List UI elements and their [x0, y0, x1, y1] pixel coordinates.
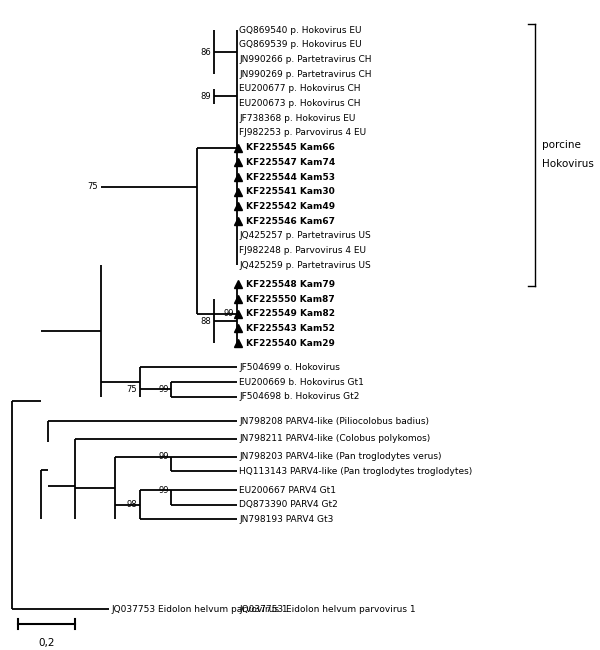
Text: JN798208 PARV4-like (Piliocolobus badius): JN798208 PARV4-like (Piliocolobus badius… [239, 417, 430, 426]
Text: 88: 88 [200, 317, 211, 326]
Text: 98: 98 [127, 500, 137, 509]
Text: KF225541 Kam30: KF225541 Kam30 [246, 187, 335, 196]
Text: GQ869539 p. Hokovirus EU: GQ869539 p. Hokovirus EU [239, 40, 362, 49]
Text: porcine: porcine [542, 140, 581, 150]
Text: 99: 99 [158, 385, 169, 394]
Text: KF225546 Kam67: KF225546 Kam67 [246, 216, 335, 226]
Text: 89: 89 [200, 92, 211, 101]
Text: KF225550 Kam87: KF225550 Kam87 [246, 294, 335, 304]
Text: KF225547 Kam74: KF225547 Kam74 [246, 158, 335, 167]
Text: JN990266 p. Partetravirus CH: JN990266 p. Partetravirus CH [239, 55, 372, 64]
Text: EU200669 b. Hokovirus Gt1: EU200669 b. Hokovirus Gt1 [239, 378, 364, 387]
Text: EU200677 p. Hokovirus CH: EU200677 p. Hokovirus CH [239, 84, 361, 94]
Text: Hokovirus: Hokovirus [542, 159, 594, 169]
Text: EU200673 p. Hokovirus CH: EU200673 p. Hokovirus CH [239, 99, 361, 108]
Text: 0,2: 0,2 [38, 638, 55, 648]
Text: KF225542 Kam49: KF225542 Kam49 [246, 202, 335, 211]
Text: KF225548 Kam79: KF225548 Kam79 [246, 280, 335, 289]
Text: 99: 99 [223, 309, 234, 318]
Text: JN798193 PARV4 Gt3: JN798193 PARV4 Gt3 [239, 515, 334, 524]
Text: DQ873390 PARV4 Gt2: DQ873390 PARV4 Gt2 [239, 500, 338, 509]
Text: EU200667 PARV4 Gt1: EU200667 PARV4 Gt1 [239, 486, 337, 495]
Text: KF225545 Kam66: KF225545 Kam66 [246, 143, 335, 152]
Text: JN798203 PARV4-like (Pan troglodytes verus): JN798203 PARV4-like (Pan troglodytes ver… [239, 452, 442, 462]
Text: JN990269 p. Partetravirus CH: JN990269 p. Partetravirus CH [239, 70, 372, 79]
Text: JF504698 b. Hokovirus Gt2: JF504698 b. Hokovirus Gt2 [239, 392, 360, 401]
Text: KF225540 Kam29: KF225540 Kam29 [246, 339, 335, 348]
Text: JN798211 PARV4-like (Colobus polykomos): JN798211 PARV4-like (Colobus polykomos) [239, 434, 431, 443]
Text: HQ113143 PARV4-like (Pan troglodytes troglodytes): HQ113143 PARV4-like (Pan troglodytes tro… [239, 467, 473, 476]
Text: 75: 75 [87, 182, 98, 191]
Text: JQ425259 p. Partetravirus US: JQ425259 p. Partetravirus US [239, 261, 371, 270]
Text: JF738368 p. Hokovirus EU: JF738368 p. Hokovirus EU [239, 114, 356, 123]
Text: 99: 99 [158, 452, 169, 462]
Text: JQ425257 p. Partetravirus US: JQ425257 p. Partetravirus US [239, 231, 371, 240]
Text: FJ982248 p. Parvovirus 4 EU: FJ982248 p. Parvovirus 4 EU [239, 246, 367, 255]
Text: KF225544 Kam53: KF225544 Kam53 [246, 172, 335, 181]
Text: JF504699 o. Hokovirus: JF504699 o. Hokovirus [239, 363, 340, 372]
Text: 86: 86 [200, 47, 211, 57]
Text: 75: 75 [127, 385, 137, 394]
Text: JQ037753 Eidolon helvum parvovirus 1: JQ037753 Eidolon helvum parvovirus 1 [112, 605, 289, 614]
Text: KF225543 Kam52: KF225543 Kam52 [246, 324, 335, 333]
Text: FJ982253 p. Parvovirus 4 EU: FJ982253 p. Parvovirus 4 EU [239, 129, 367, 137]
Text: JQ037753 Eidolon helvum parvovirus 1: JQ037753 Eidolon helvum parvovirus 1 [239, 605, 416, 614]
Text: 99: 99 [158, 486, 169, 495]
Text: GQ869540 p. Hokovirus EU: GQ869540 p. Hokovirus EU [239, 25, 362, 34]
Text: KF225549 Kam82: KF225549 Kam82 [246, 309, 335, 318]
